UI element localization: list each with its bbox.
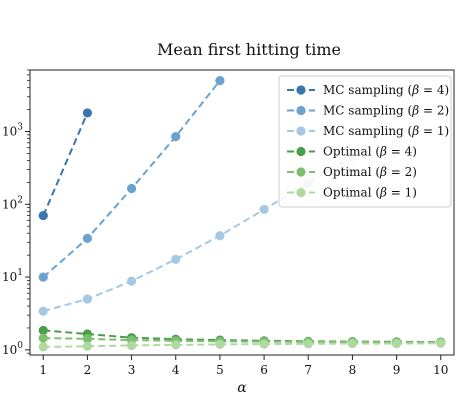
y-tick-exponent: 3 xyxy=(17,123,23,133)
y-tick-label: 100 xyxy=(2,341,23,357)
data-point xyxy=(126,276,137,286)
series-line xyxy=(42,112,89,216)
legend-item: MC sampling (β = 4) xyxy=(287,83,449,97)
data-point xyxy=(303,339,313,349)
data-point xyxy=(171,254,181,264)
legend-box xyxy=(278,75,452,208)
data-point xyxy=(171,340,181,350)
x-axis: 1 2 3 4 5 6 7 8 9 10 xyxy=(39,355,448,377)
data-point xyxy=(215,76,225,86)
y-tick-base: 10 xyxy=(2,343,17,357)
data-point xyxy=(38,342,48,352)
legend-item: Optimal (β = 2) xyxy=(287,165,417,179)
data-point xyxy=(215,231,225,241)
series-line xyxy=(42,79,221,278)
series-5 xyxy=(38,338,446,352)
x-tick-label: 5 xyxy=(216,363,224,377)
x-tick-label: 3 xyxy=(128,363,136,377)
legend-marker xyxy=(296,187,306,198)
data-point xyxy=(347,338,358,349)
data-point xyxy=(82,294,93,304)
data-point xyxy=(38,333,48,343)
x-tick-label: 8 xyxy=(349,363,357,377)
series-line xyxy=(43,329,441,344)
chart-title: Mean first hitting time xyxy=(157,40,341,59)
legend-marker xyxy=(296,126,306,136)
legend-label: Optimal (β = 1) xyxy=(323,186,417,200)
legend-item: MC sampling (β = 2) xyxy=(287,104,449,118)
x-tick-label: 1 xyxy=(39,363,47,377)
x-tick-label: 9 xyxy=(393,363,401,377)
legend-marker xyxy=(296,167,306,177)
x-tick-label: 7 xyxy=(304,363,312,377)
data-point xyxy=(82,233,93,243)
legend-marker xyxy=(296,146,306,157)
x-axis-label: α xyxy=(237,380,247,396)
y-tick-exponent: 2 xyxy=(17,195,23,205)
legend-item: Optimal (β = 4) xyxy=(287,145,417,159)
series-0 xyxy=(38,108,93,221)
legend-label: MC sampling (β = 4) xyxy=(323,83,449,97)
legend-item: Optimal (β = 1) xyxy=(287,186,417,200)
y-tick-label: 102 xyxy=(2,195,23,211)
y-tick-base: 10 xyxy=(2,197,17,211)
data-point xyxy=(82,334,93,344)
x-tick-label: 4 xyxy=(172,363,180,377)
y-tick-exponent: 1 xyxy=(17,268,23,278)
y-tick-base: 10 xyxy=(2,270,17,284)
legend: MC sampling (β = 4) MC sampling (β = 2) MC… xyxy=(278,75,452,208)
data-point xyxy=(436,338,446,348)
legend-marker xyxy=(296,105,306,116)
legend-marker xyxy=(296,85,306,95)
legend-label: MC sampling (β = 2) xyxy=(323,104,449,118)
series-line xyxy=(43,342,441,348)
data-point xyxy=(38,325,48,336)
data-point xyxy=(215,339,225,349)
legend-label: Optimal (β = 4) xyxy=(323,145,417,159)
data-point xyxy=(126,183,137,194)
data-point xyxy=(82,108,93,118)
series-line xyxy=(43,337,441,344)
data-point xyxy=(82,341,93,351)
data-point xyxy=(38,210,48,221)
data-point xyxy=(38,272,48,282)
data-point xyxy=(259,204,269,215)
y-tick-label: 103 xyxy=(2,123,23,139)
data-point xyxy=(126,340,137,351)
y-tick-label: 101 xyxy=(2,268,23,284)
data-point xyxy=(391,338,402,349)
series-1 xyxy=(38,76,225,282)
data-point xyxy=(171,132,181,142)
x-tick-label: 6 xyxy=(260,363,268,377)
legend-label: Optimal (β = 2) xyxy=(323,165,417,179)
data-point xyxy=(259,339,269,349)
x-tick-label: 2 xyxy=(84,363,92,377)
plot-frame xyxy=(29,69,455,356)
y-tick-base: 10 xyxy=(2,125,17,139)
y-tick-exponent: 0 xyxy=(17,341,23,351)
legend-item: MC sampling (β = 1) xyxy=(287,124,449,138)
data-point xyxy=(38,306,48,316)
legend-label: MC sampling (β = 1) xyxy=(323,124,449,138)
x-tick-label: 10 xyxy=(433,363,448,377)
